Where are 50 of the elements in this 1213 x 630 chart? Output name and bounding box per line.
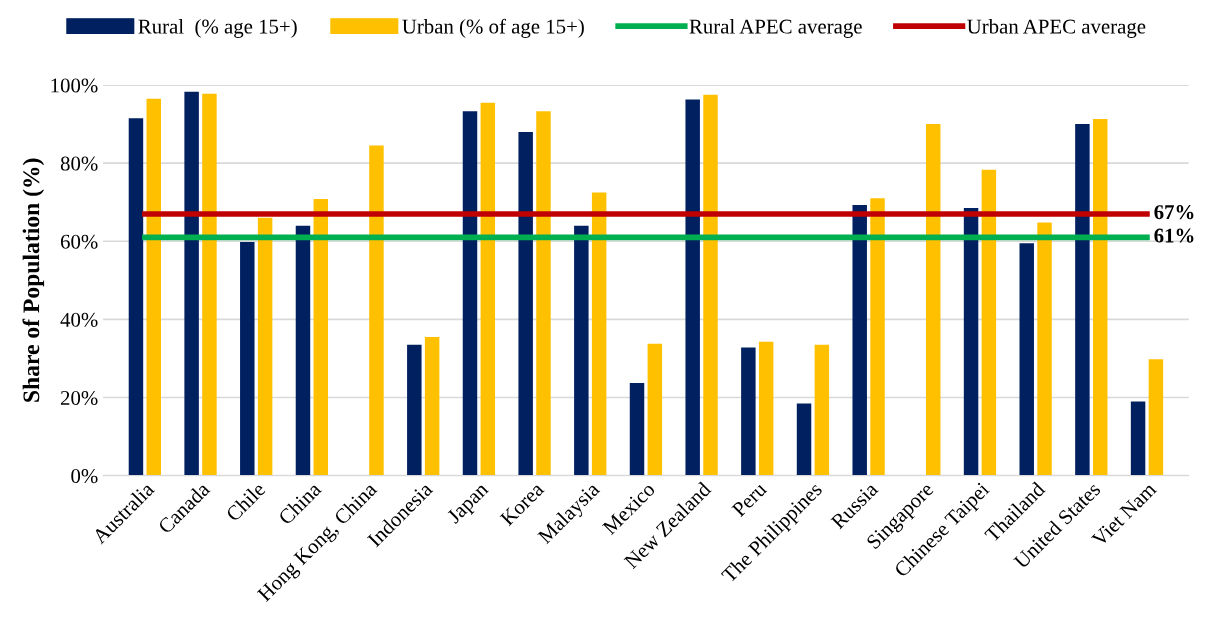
bar [758,341,774,476]
bar [462,111,478,476]
data-label: 61% [1154,228,1194,243]
bar [313,199,329,476]
bar [870,198,885,476]
bar [963,208,979,476]
bar [407,344,422,476]
y-tick-label: 20% [60,390,98,406]
bar [369,145,384,476]
bar [591,192,607,476]
bar [1148,359,1164,476]
y-tick-label: 60% [60,234,98,249]
bar [146,98,162,476]
legend-label: Rural APEC average [689,18,862,38]
y-axis-title: Share of Population (%) [22,158,45,402]
bar [1075,124,1090,476]
bar [1092,119,1108,476]
bar [1019,243,1034,476]
bar [518,131,533,476]
bar [184,91,199,476]
bar [1037,222,1052,476]
bar [536,111,551,476]
legend-label: Urban (% of age 15+) [402,18,584,38]
legend-label: Rural (% age 15+) [138,18,297,38]
bar [703,94,718,476]
x-tick-label: Chile [224,481,267,523]
bar [574,225,589,476]
bar [629,383,645,476]
y-tick-label: 0% [71,469,98,484]
bar [796,403,812,476]
data-label: 67% [1154,205,1194,220]
bar [295,225,311,476]
bar [1130,401,1146,476]
bar [480,102,496,476]
bar [202,93,217,476]
bar [647,343,663,476]
bar [257,217,273,476]
legend-label: Urban APEC average [967,18,1146,38]
bar [240,242,255,476]
y-tick-label: 100% [51,78,98,93]
bar [852,204,867,476]
y-tick-label: 40% [60,312,98,327]
bar [128,118,144,476]
bar [981,169,997,476]
bar [424,336,440,476]
bar [925,124,941,476]
bar [814,344,830,476]
bar [741,347,756,476]
y-tick-label: 80% [60,156,98,171]
bar [685,99,700,476]
